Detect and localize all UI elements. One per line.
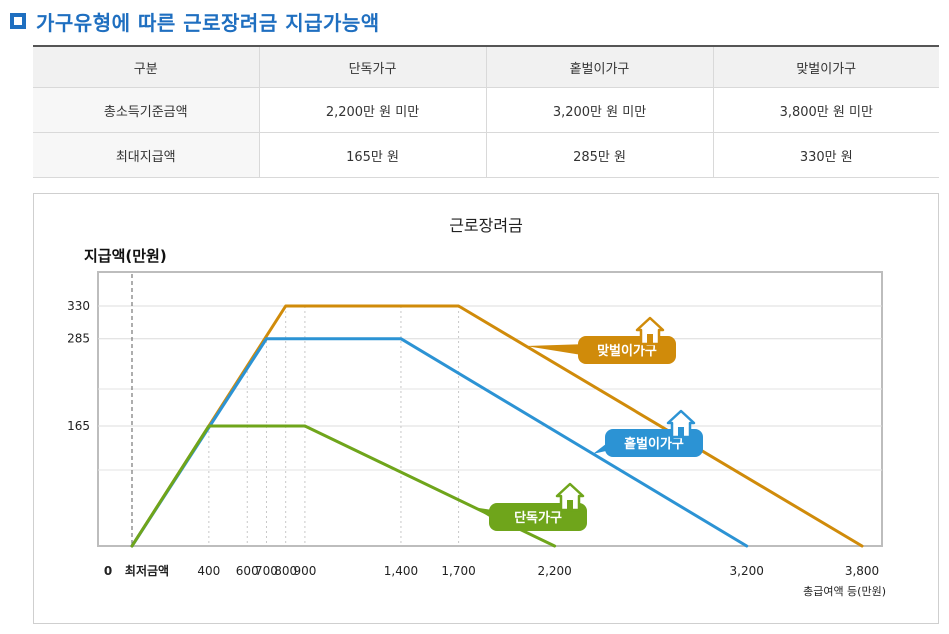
- house-icon: [555, 482, 585, 512]
- house-icon: [635, 316, 665, 346]
- chart-title: 근로장려금: [449, 216, 523, 235]
- table-row: 최대지급액 165만 원 285만 원 330만 원: [33, 132, 939, 178]
- table-cell: 165만 원: [258, 132, 486, 178]
- table-header: 구분: [33, 45, 259, 88]
- house-icon: [666, 409, 696, 439]
- series-legend-label: 맞벌이가구: [597, 343, 657, 359]
- plot-frame: [97, 271, 883, 547]
- table-header: 홑벌이가구: [485, 45, 713, 88]
- benefit-table: 구분 단독가구 홑벌이가구 맞벌이가구 총소득기준금액 2,200만 원 미만 …: [33, 45, 939, 178]
- table-header: 맞벌이가구: [712, 45, 939, 88]
- table-cell: 3,200만 원 미만: [485, 87, 713, 133]
- table-cell: 총소득기준금액: [33, 87, 259, 133]
- house-door-icon: [647, 334, 653, 344]
- table-cell: 3,800만 원 미만: [712, 87, 939, 133]
- series-line: [130, 424, 557, 548]
- page-header: 가구유형에 따른 근로장려금 지급가능액: [10, 6, 380, 36]
- x-axis-label: 총급여액 등(만원): [803, 585, 886, 598]
- table-header-row: 구분 단독가구 홑벌이가구 맞벌이가구: [33, 45, 939, 88]
- table-cell: 285만 원: [485, 132, 713, 178]
- table-cell: 2,200만 원 미만: [258, 87, 486, 133]
- table-row: 총소득기준금액 2,200만 원 미만 3,200만 원 미만 3,800만 원…: [33, 87, 939, 133]
- x-tick-label: 0: [104, 564, 112, 578]
- y-tick-label: 330: [67, 299, 90, 313]
- x-tick-label: 900: [293, 564, 316, 578]
- x-tick-label: 1,700: [441, 564, 475, 578]
- x-tick-label: 1,400: [384, 564, 418, 578]
- x-tick-label: 600: [236, 564, 259, 578]
- x-tick-label: 3,200: [730, 564, 764, 578]
- x-tick-label: 3,800: [845, 564, 879, 578]
- square-bullet-icon: [10, 13, 26, 29]
- series-legend-label: 홑벌이가구: [624, 436, 684, 452]
- x-tick-label: 800: [274, 564, 297, 578]
- x-tick-label: 최저금액: [125, 563, 169, 578]
- y-axis-label: 지급액(만원): [84, 247, 167, 265]
- page-title: 가구유형에 따른 근로장려금 지급가능액: [36, 10, 380, 35]
- house-door-icon: [678, 427, 684, 437]
- y-tick-label: 285: [67, 332, 90, 346]
- callout-pointer: [525, 344, 588, 356]
- table-cell: 최대지급액: [33, 132, 259, 178]
- y-tick-label: 165: [67, 419, 90, 433]
- table-header: 단독가구: [258, 45, 486, 88]
- series-legend-label: 단독가구: [514, 510, 562, 526]
- x-tick-label: 700: [255, 564, 278, 578]
- house-door-icon: [567, 500, 573, 510]
- x-tick-label: 2,200: [537, 564, 571, 578]
- table-cell: 330만 원: [712, 132, 939, 178]
- x-tick-label: 400: [197, 564, 220, 578]
